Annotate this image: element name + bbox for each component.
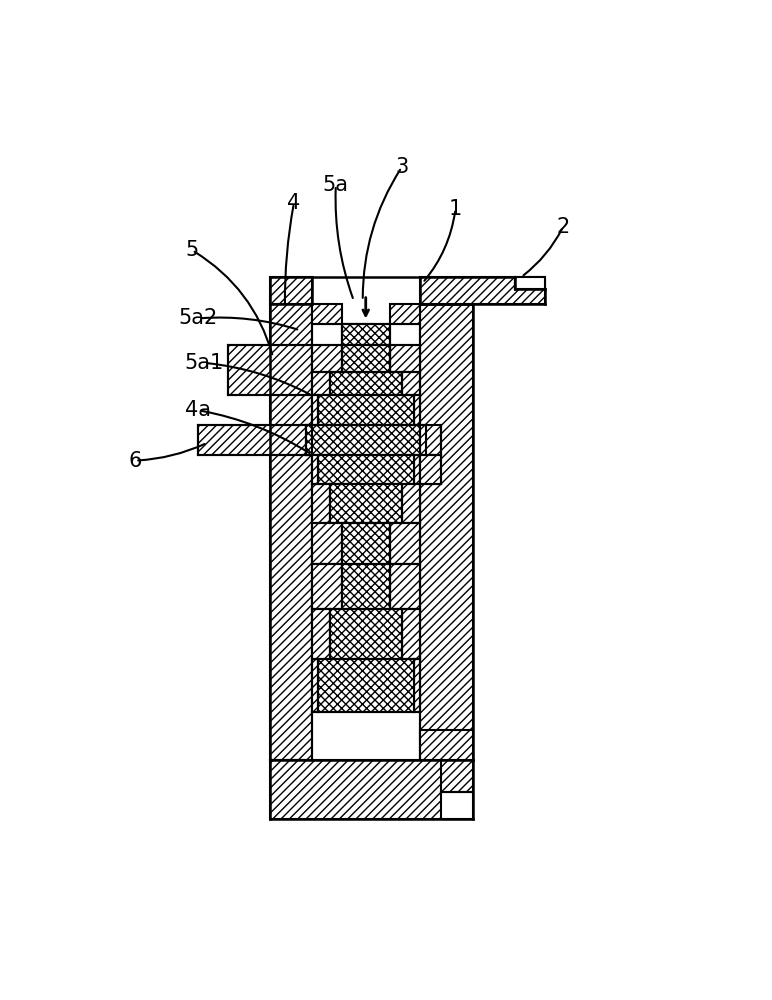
Text: 4a: 4a <box>185 400 212 420</box>
Polygon shape <box>330 484 401 523</box>
Polygon shape <box>390 304 420 324</box>
Polygon shape <box>342 345 390 372</box>
Text: 5a1: 5a1 <box>185 353 224 373</box>
Text: 1: 1 <box>449 199 462 219</box>
Polygon shape <box>390 564 420 609</box>
Text: 6: 6 <box>129 451 142 471</box>
Polygon shape <box>229 345 312 395</box>
Polygon shape <box>420 277 545 304</box>
Polygon shape <box>312 304 342 324</box>
Polygon shape <box>342 564 390 609</box>
Polygon shape <box>401 484 420 523</box>
Polygon shape <box>390 345 420 372</box>
Polygon shape <box>342 523 390 564</box>
Polygon shape <box>420 425 425 455</box>
Polygon shape <box>330 372 401 395</box>
Polygon shape <box>270 277 312 304</box>
Polygon shape <box>420 304 473 760</box>
Text: 5: 5 <box>185 240 199 260</box>
Polygon shape <box>306 425 312 455</box>
Polygon shape <box>270 760 473 819</box>
Polygon shape <box>312 523 342 564</box>
Polygon shape <box>318 395 414 425</box>
Text: 5a2: 5a2 <box>178 308 218 328</box>
Polygon shape <box>420 730 473 760</box>
Polygon shape <box>401 609 420 659</box>
Bar <box>441 792 473 819</box>
Polygon shape <box>270 304 312 760</box>
Polygon shape <box>420 425 441 455</box>
Text: 4: 4 <box>287 193 300 213</box>
Polygon shape <box>330 609 401 659</box>
Polygon shape <box>312 345 342 372</box>
Polygon shape <box>198 425 312 455</box>
Polygon shape <box>312 609 330 659</box>
Polygon shape <box>414 395 420 425</box>
Text: 5a: 5a <box>323 175 349 195</box>
Polygon shape <box>312 455 318 484</box>
Polygon shape <box>312 372 330 395</box>
Polygon shape <box>516 277 545 289</box>
Polygon shape <box>342 324 372 345</box>
Polygon shape <box>312 484 330 523</box>
Polygon shape <box>312 564 342 609</box>
Polygon shape <box>414 659 420 712</box>
Polygon shape <box>318 455 414 484</box>
Polygon shape <box>342 324 390 345</box>
Bar <box>516 277 545 289</box>
Text: 2: 2 <box>557 217 570 237</box>
Polygon shape <box>312 395 318 425</box>
Polygon shape <box>401 372 420 395</box>
Polygon shape <box>312 659 318 712</box>
Text: 3: 3 <box>395 157 408 177</box>
Polygon shape <box>318 659 414 712</box>
Polygon shape <box>420 455 441 484</box>
Polygon shape <box>414 455 420 484</box>
Polygon shape <box>306 425 425 455</box>
Polygon shape <box>390 523 420 564</box>
